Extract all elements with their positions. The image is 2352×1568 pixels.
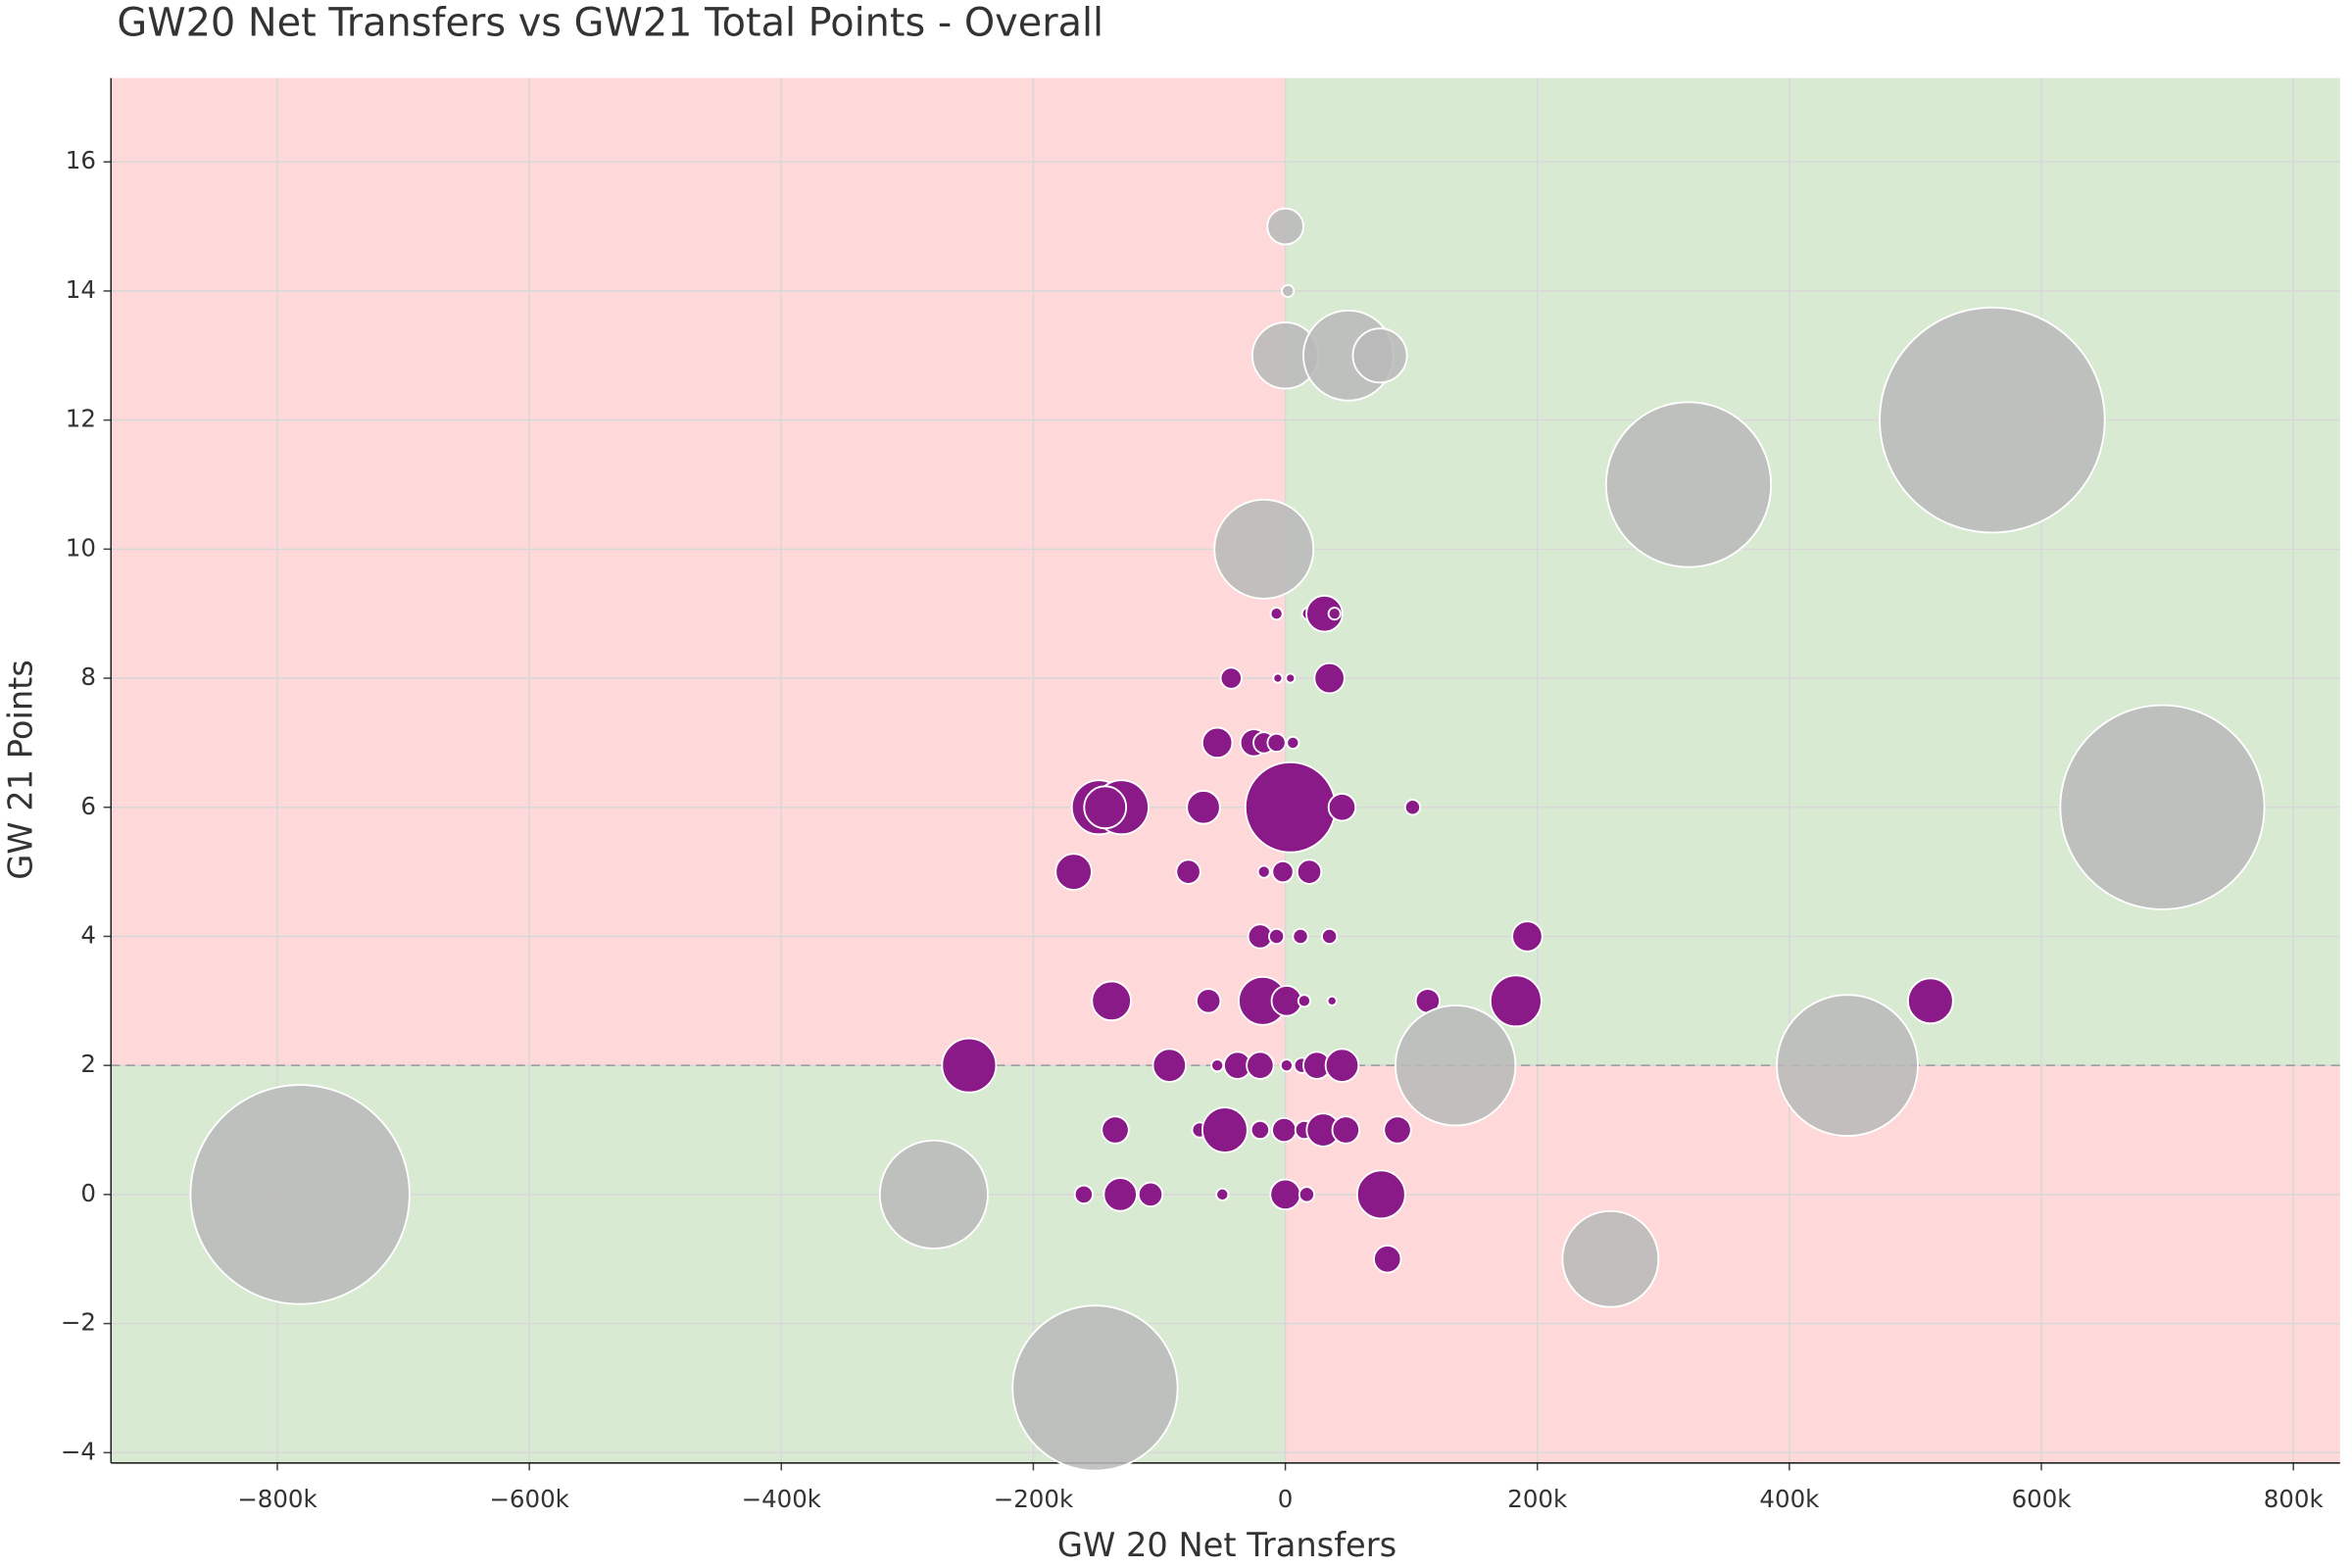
bubble	[1244, 760, 1337, 854]
quadrant-bad	[111, 77, 1286, 1066]
x-tick-label: 0	[1278, 1485, 1294, 1513]
bubble	[1271, 1116, 1298, 1144]
bubble	[1313, 662, 1346, 695]
bubble	[1511, 920, 1544, 953]
bubble	[1101, 1115, 1130, 1145]
chart-title: GW20 Net Transfers vs GW21 Total Points …	[117, 1, 1103, 46]
bubble	[1296, 858, 1323, 885]
player-photo	[189, 1084, 411, 1305]
y-tick-label: −2	[61, 1308, 96, 1337]
bubble	[1210, 1058, 1225, 1073]
bubble	[1219, 666, 1243, 690]
player-photo	[1281, 283, 1296, 298]
bubble	[1215, 1187, 1230, 1201]
x-tick-label: −200k	[994, 1485, 1074, 1513]
bubble	[1383, 1115, 1412, 1145]
player-photo	[1879, 306, 2106, 534]
bubble	[1271, 859, 1295, 884]
bubble	[941, 1037, 998, 1094]
player-photo	[1011, 1304, 1179, 1472]
x-tick-label: −400k	[742, 1485, 822, 1513]
bubble	[1327, 607, 1342, 621]
y-tick-label: 6	[80, 792, 96, 820]
x-tick-label: −600k	[489, 1485, 569, 1513]
bubble	[1256, 864, 1271, 879]
bubble	[1285, 672, 1297, 684]
y-tick-label: 10	[66, 533, 96, 562]
bubble	[1266, 732, 1287, 754]
y-tick-label: −4	[61, 1437, 96, 1465]
player-photo	[878, 1139, 989, 1250]
bubble	[1269, 1178, 1301, 1211]
x-tick-label: −800k	[237, 1485, 318, 1513]
player-photo	[1561, 1209, 1660, 1308]
y-tick-label: 14	[66, 275, 96, 304]
y-tick-label: 4	[80, 920, 96, 949]
bubble	[1200, 1106, 1249, 1153]
bubble	[1083, 785, 1128, 830]
y-tick-label: 12	[66, 405, 96, 433]
player-photo	[1213, 498, 1315, 600]
bubble	[1091, 980, 1132, 1022]
bubble	[1324, 1048, 1360, 1083]
bubble	[1195, 988, 1222, 1014]
bubble	[1305, 594, 1344, 633]
y-axis-label: GW 21 Points	[1, 660, 39, 880]
bubble	[1268, 927, 1286, 946]
bubble	[1373, 1245, 1402, 1274]
x-tick-label: 400k	[1759, 1485, 1820, 1513]
quadrant-good	[1285, 77, 2340, 1066]
quadrant-bad	[1285, 1065, 2340, 1463]
bubble	[1907, 977, 1954, 1025]
player-photo	[1351, 327, 1408, 384]
bubble	[1331, 1115, 1360, 1145]
bubble	[1272, 672, 1284, 684]
y-tick-label: 16	[66, 146, 96, 174]
x-axis-label: GW 20 Net Transfers	[1057, 1526, 1396, 1564]
player-photo	[1604, 401, 1773, 568]
x-tick-label: 200k	[1507, 1485, 1568, 1513]
bubble	[1102, 1177, 1138, 1212]
bubble	[1073, 1184, 1094, 1204]
bubble	[1186, 789, 1221, 825]
bubble	[1403, 799, 1422, 816]
bubble	[1326, 995, 1338, 1006]
bubble	[1292, 927, 1309, 946]
bubble	[1355, 1169, 1406, 1220]
y-tick-label: 0	[80, 1179, 96, 1207]
y-tick-label: 2	[80, 1050, 96, 1078]
player-photo	[1266, 207, 1304, 246]
bubble	[1152, 1048, 1188, 1083]
x-tick-label: 600k	[2012, 1485, 2073, 1513]
bubble	[1270, 985, 1303, 1017]
bubble	[1175, 858, 1201, 885]
y-tick-label: 8	[80, 662, 96, 691]
bubble	[1489, 974, 1543, 1028]
bubble	[1200, 726, 1234, 760]
x-tick-label: 800k	[2264, 1485, 2325, 1513]
bubble	[1250, 1119, 1270, 1141]
bubble	[1279, 1058, 1294, 1073]
bubble	[1269, 607, 1284, 621]
bubble	[1321, 927, 1339, 946]
bubble	[1297, 994, 1311, 1008]
bubble	[1137, 1181, 1164, 1208]
player-photo	[1395, 1004, 1517, 1127]
player-photo	[2059, 704, 2266, 910]
bubble	[1246, 1051, 1275, 1080]
player-photo	[1776, 994, 1919, 1138]
bubble	[1054, 853, 1093, 891]
bubble	[1286, 735, 1300, 750]
bubble	[1327, 793, 1357, 822]
bubble	[1298, 1186, 1316, 1203]
